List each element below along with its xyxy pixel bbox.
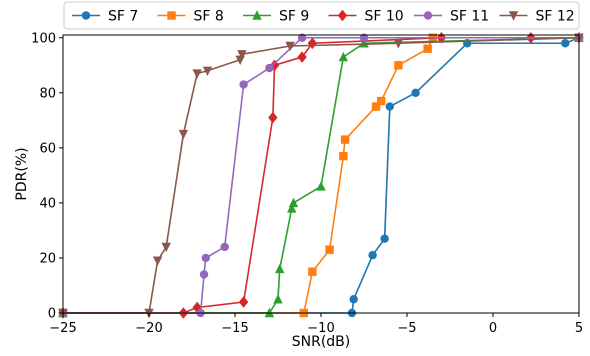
data-point-sf-11 <box>239 80 248 89</box>
y-tick-label: 60 <box>39 141 56 156</box>
data-point-sf-8 <box>423 44 432 53</box>
legend-label: SF 11 <box>450 9 489 25</box>
data-point-sf-9 <box>273 294 283 304</box>
data-point-sf-11 <box>220 242 229 252</box>
data-point-sf-9 <box>275 263 285 274</box>
series-line-sf-10 <box>63 36 579 314</box>
legend-marker-sf-12 <box>508 11 519 21</box>
plot-area <box>58 32 584 319</box>
series-sf-9 <box>58 32 584 318</box>
data-point-sf-12 <box>202 66 213 76</box>
legend-marker-sf-7 <box>81 11 91 20</box>
data-point-sf-8 <box>308 267 317 276</box>
data-point-sf-9 <box>287 203 297 213</box>
data-point-sf-11 <box>199 270 209 279</box>
data-point-sf-7 <box>380 234 389 243</box>
data-point-sf-7 <box>385 102 394 111</box>
x-tick-label: −20 <box>135 321 162 336</box>
data-point-sf-10 <box>297 51 307 63</box>
legend-label: SF 9 <box>279 9 309 25</box>
x-tick-label: −25 <box>49 321 76 336</box>
legend-marker-sf-10 <box>337 9 348 22</box>
legend-box <box>63 1 580 30</box>
data-point-sf-12 <box>178 129 189 140</box>
data-point-sf-12 <box>152 256 163 266</box>
y-tick-label: 80 <box>39 86 56 101</box>
data-point-sf-12 <box>393 39 404 49</box>
y-tick-label: 100 <box>31 31 56 46</box>
legend-entry-sf-7: SF 7 <box>72 9 138 25</box>
data-point-sf-12 <box>161 242 171 253</box>
data-point-sf-8 <box>340 135 350 144</box>
series-sf-11 <box>58 33 584 318</box>
series-line-sf-11 <box>63 36 579 314</box>
data-point-sf-8 <box>377 96 386 106</box>
series-sf-12 <box>58 33 584 319</box>
data-point-sf-8 <box>371 102 381 111</box>
x-tick-label: 0 <box>489 321 497 336</box>
data-point-sf-11 <box>359 33 369 42</box>
data-point-sf-8 <box>325 245 334 254</box>
legend: SF 7 SF 8 SF 9 SF 10 SF 11 SF 12 <box>63 1 580 30</box>
series-line-sf-7 <box>63 37 580 314</box>
legend-label: SF 12 <box>536 9 575 25</box>
legend-entry-sf-9: SF 9 <box>243 9 309 25</box>
data-point-sf-9 <box>338 51 349 62</box>
data-point-sf-9 <box>316 181 326 191</box>
legend-label: SF 10 <box>365 9 404 25</box>
data-point-sf-11 <box>201 253 210 263</box>
legend-label: SF 8 <box>194 9 224 25</box>
legend-entry-sf-8: SF 8 <box>157 9 224 25</box>
legend-entry-sf-11: SF 11 <box>414 9 489 25</box>
data-point-sf-7 <box>561 39 570 48</box>
y-tick-label: 40 <box>39 196 56 211</box>
legend-entry-sf-12: SF 12 <box>499 9 575 25</box>
x-tick-label: −15 <box>221 321 248 336</box>
legend-marker-sf-11 <box>423 11 433 20</box>
data-point-sf-7 <box>349 295 358 304</box>
x-tick-label: 5 <box>575 321 583 336</box>
series-sf-7 <box>58 33 584 318</box>
series-line-sf-8 <box>63 36 579 314</box>
series-sf-10 <box>58 32 584 319</box>
y-tick-label: 20 <box>39 251 56 266</box>
data-point-sf-8 <box>394 61 403 70</box>
data-point-sf-7 <box>411 88 420 98</box>
data-point-sf-11 <box>265 63 274 73</box>
y-axis-label: PDR(%) <box>14 147 30 200</box>
data-point-sf-12 <box>192 69 202 79</box>
y-tick-label: 0 <box>48 307 56 322</box>
x-axis-label: SNR(dB) <box>292 334 351 350</box>
legend-marker-sf-9 <box>252 10 262 20</box>
series-line-sf-9 <box>63 36 580 314</box>
data-point-sf-9 <box>359 38 369 48</box>
x-tick-label: −10 <box>307 321 334 336</box>
data-point-sf-12 <box>237 50 247 60</box>
data-point-sf-12 <box>285 41 295 52</box>
data-point-sf-8 <box>339 151 348 161</box>
axes: −25 −20 −15 −10 −5 0 5 0 20 40 60 80 100 <box>31 31 583 336</box>
data-point-sf-7 <box>368 250 377 260</box>
series-line-sf-12 <box>63 36 580 314</box>
series-sf-8 <box>58 33 584 318</box>
data-point-sf-11 <box>297 33 307 42</box>
x-tick-label: −5 <box>397 321 416 336</box>
data-point-sf-10 <box>268 111 278 124</box>
data-point-sf-10 <box>238 296 249 308</box>
plot-frame <box>62 34 580 314</box>
data-point-sf-9 <box>288 197 299 208</box>
legend-marker-sf-8 <box>167 11 176 20</box>
legend-label: SF 7 <box>108 9 138 25</box>
legend-entry-sf-10: SF 10 <box>328 9 404 25</box>
